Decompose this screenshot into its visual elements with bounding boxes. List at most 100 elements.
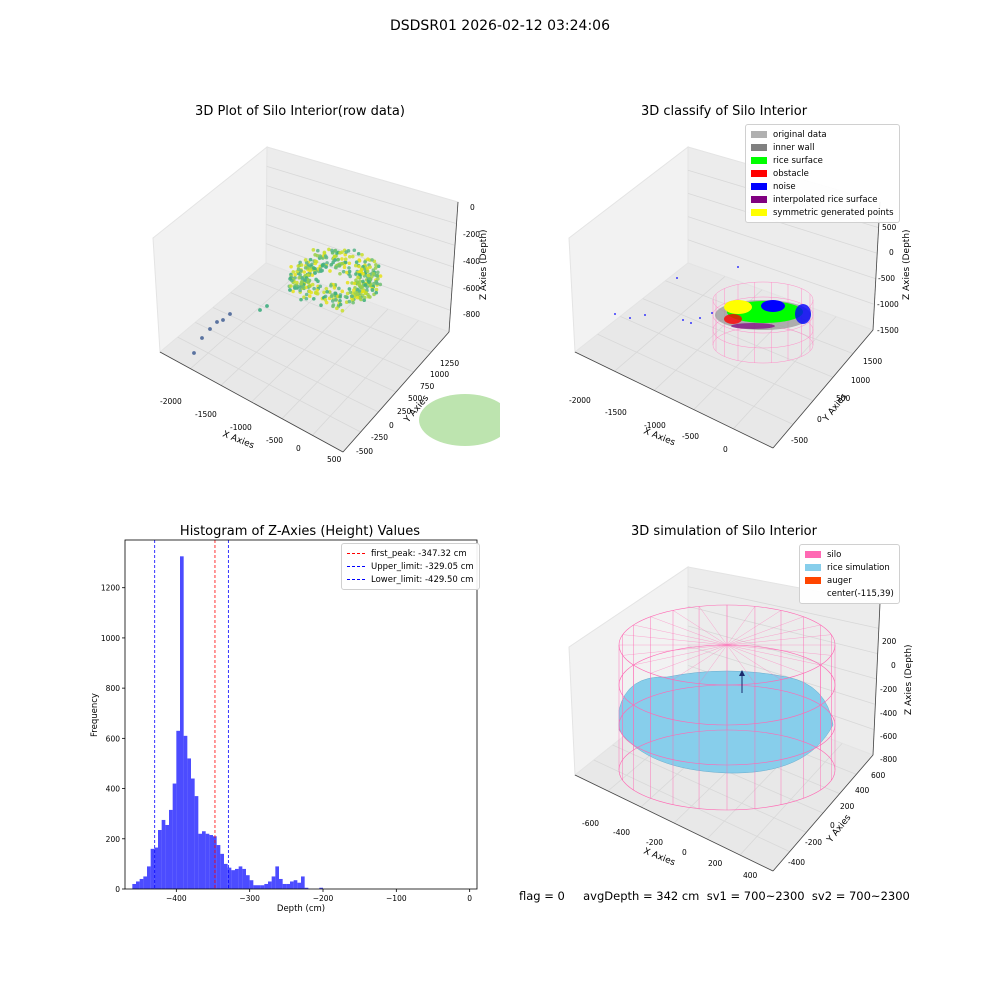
data-point: [340, 261, 345, 266]
histogram-title: Histogram of Z-Axies (Height) Values: [179, 524, 421, 539]
histogram-bar: [293, 880, 298, 889]
legend-swatch: [805, 577, 821, 584]
data-point: [313, 253, 317, 257]
data-point: [322, 290, 326, 295]
legend-swatch: [751, 131, 767, 138]
panel4-title: 3D simulation of Silo Interior: [631, 524, 817, 539]
grid-line: [620, 316, 814, 402]
histogram-bar: [139, 878, 144, 889]
data-point: [340, 257, 344, 261]
silo-ring: [618, 684, 836, 766]
p1-xtick: -1500: [195, 410, 217, 419]
data-point: [365, 266, 370, 271]
legend-label: silo: [827, 549, 842, 560]
y-tick-label: 1000: [101, 634, 120, 643]
grid-line: [266, 185, 456, 246]
data-point: [289, 264, 293, 269]
data-point: [343, 260, 348, 265]
noise-point: [690, 322, 692, 324]
silo-roof-line: [726, 644, 804, 674]
noise-point: [644, 314, 646, 316]
p4-xtick: 0: [682, 848, 687, 857]
data-point: [376, 264, 381, 269]
data-point: [338, 302, 343, 307]
p1-xtick: -500: [266, 436, 283, 445]
p1-xtick: -1000: [230, 423, 252, 432]
data-point: [322, 250, 327, 255]
histogram-bar: [150, 848, 155, 889]
noise-point: [682, 319, 684, 321]
p2-ztick: -1500: [877, 326, 899, 335]
data-point: [343, 294, 348, 299]
noise-point: [699, 317, 701, 319]
silo-roof-line: [726, 606, 756, 646]
histogram-bar: [319, 887, 323, 889]
histogram-bar: [297, 882, 301, 889]
data-point: [352, 248, 357, 253]
x-tick-label: −100: [386, 894, 407, 903]
p4-ztick: -200: [880, 685, 897, 694]
figure-title: DSDSR01 2026-02-12 03:24:06: [389, 18, 610, 34]
silo-roof-line: [726, 644, 782, 680]
y-tick-label: 800: [106, 684, 121, 693]
data-point: [347, 261, 352, 266]
data-point: [221, 318, 225, 322]
data-point: [303, 278, 307, 282]
histogram-chart: −400 −300 −200 −100 0 020040060080010001200 …: [90, 539, 478, 914]
data-point: [310, 273, 315, 277]
data-point: [325, 290, 329, 294]
silo-roof-line: [622, 634, 728, 646]
data-point: [329, 283, 333, 288]
histogram-bar: [169, 809, 173, 889]
data-point: [323, 298, 328, 302]
data-point: [291, 270, 296, 274]
histogram-bar: [183, 735, 188, 889]
p1-xtick: 500: [327, 455, 342, 464]
data-point: [318, 254, 322, 258]
histogram-bar: [286, 883, 290, 889]
histogram-bar: [268, 881, 272, 889]
y-tick-label: 0: [115, 885, 120, 894]
data-point: [313, 271, 317, 275]
grid-line: [687, 216, 876, 280]
histogram-bar: [249, 880, 254, 889]
data-point: [376, 270, 380, 275]
grid-line: [597, 333, 794, 425]
grid-line: [266, 204, 454, 268]
status-footer: flag = 0 avgDepth = 342 cm sv1 = 700~230…: [519, 889, 910, 903]
data-point: [208, 327, 212, 331]
data-point: [340, 250, 344, 255]
p4-ytick: -400: [788, 858, 805, 867]
silo-roof-line: [726, 616, 804, 646]
data-point: [361, 271, 365, 276]
p1-xlabel: X Axies: [221, 430, 256, 452]
histogram-bar: [242, 868, 246, 889]
legend-label: obstacle: [773, 168, 809, 179]
data-point: [367, 283, 372, 288]
p4-xlabel: X Axies: [642, 847, 677, 869]
data-point: [338, 295, 342, 299]
histogram-bar: [147, 866, 151, 889]
data-point: [298, 260, 302, 265]
histogram-reference-lines: [154, 540, 229, 889]
histogram-bar: [205, 833, 210, 889]
silo-roof-line: [633, 644, 728, 666]
noise-region: [761, 300, 785, 312]
data-point: [305, 278, 310, 282]
data-point: [288, 288, 292, 292]
noise-point: [711, 312, 713, 314]
legend-label: Upper_limit: -329.05 cm: [371, 561, 474, 572]
data-point: [192, 351, 196, 355]
legend-entry: Lower_limit: -429.50 cm: [347, 573, 474, 586]
silo-roof-line: [650, 644, 728, 674]
data-point: [359, 285, 364, 289]
p1-ytick: 0: [389, 421, 394, 430]
histogram-xlabel: Depth (cm): [277, 904, 325, 914]
legend-swatch: [751, 170, 767, 177]
data-point: [359, 297, 363, 302]
panel4-3d-axes: -600 -400 -200 0 200 400 -400 -200 0 200…: [568, 566, 914, 880]
data-point: [299, 279, 304, 284]
histogram-bar: [290, 881, 294, 889]
histogram-frame: [124, 539, 478, 890]
data-point: [374, 287, 379, 292]
